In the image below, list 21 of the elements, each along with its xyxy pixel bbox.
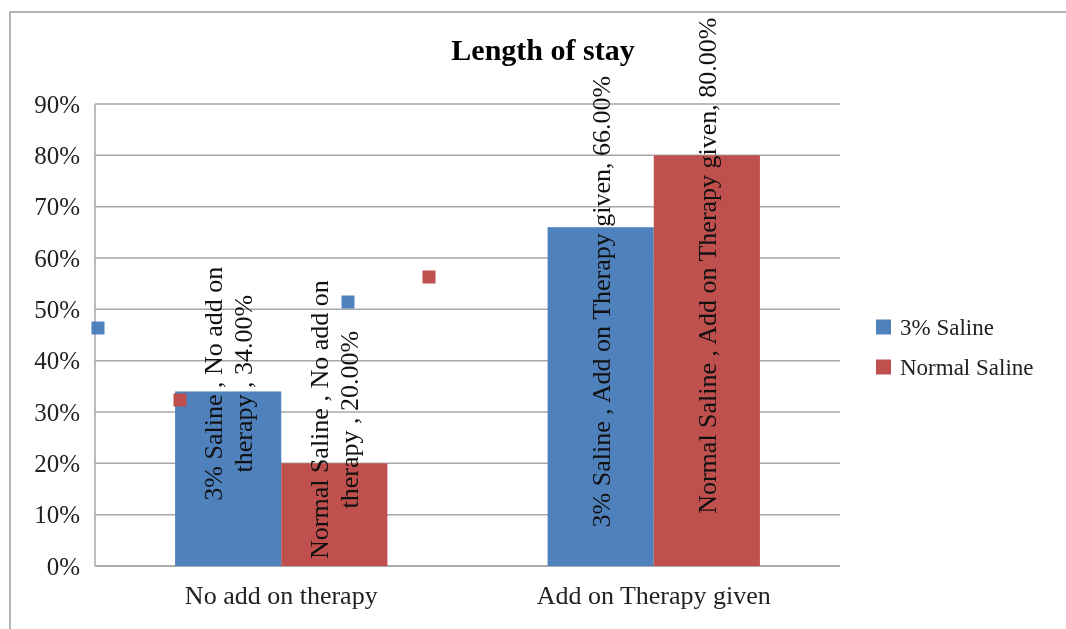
y-tick-label: 20% xyxy=(34,450,80,478)
y-tick-label: 50% xyxy=(34,296,80,324)
legend-label: Normal Saline xyxy=(900,355,1034,381)
x-tick-label: No add on therapy xyxy=(184,581,378,610)
data-label: 3% Saline , No add on therapy , 34.00% xyxy=(199,266,259,501)
y-tick-label: 0% xyxy=(46,552,80,580)
y-tick-label: 80% xyxy=(34,142,80,170)
y-tick-label: 10% xyxy=(34,501,80,529)
x-tick-label: Add on Therapy given xyxy=(536,581,771,610)
y-tick-label: 40% xyxy=(34,347,80,375)
data-label: 3% Saline , Add on Therapy given, 66.00% xyxy=(586,75,616,528)
y-tick-label: 70% xyxy=(34,193,80,221)
data-label: Normal Saline , No add on therapy , 20.00% xyxy=(305,280,365,560)
data-label: Normal Saline , Add on Therapy given, 80.00% xyxy=(692,17,722,514)
bar xyxy=(547,227,654,566)
y-tick-label: 90% xyxy=(34,90,80,118)
chart-title: Length of stay xyxy=(451,33,635,66)
y-tick-label: 60% xyxy=(34,244,80,272)
y-tick-label: 30% xyxy=(34,398,80,426)
legend-label: 3% Saline xyxy=(900,315,994,341)
bar xyxy=(175,391,282,566)
